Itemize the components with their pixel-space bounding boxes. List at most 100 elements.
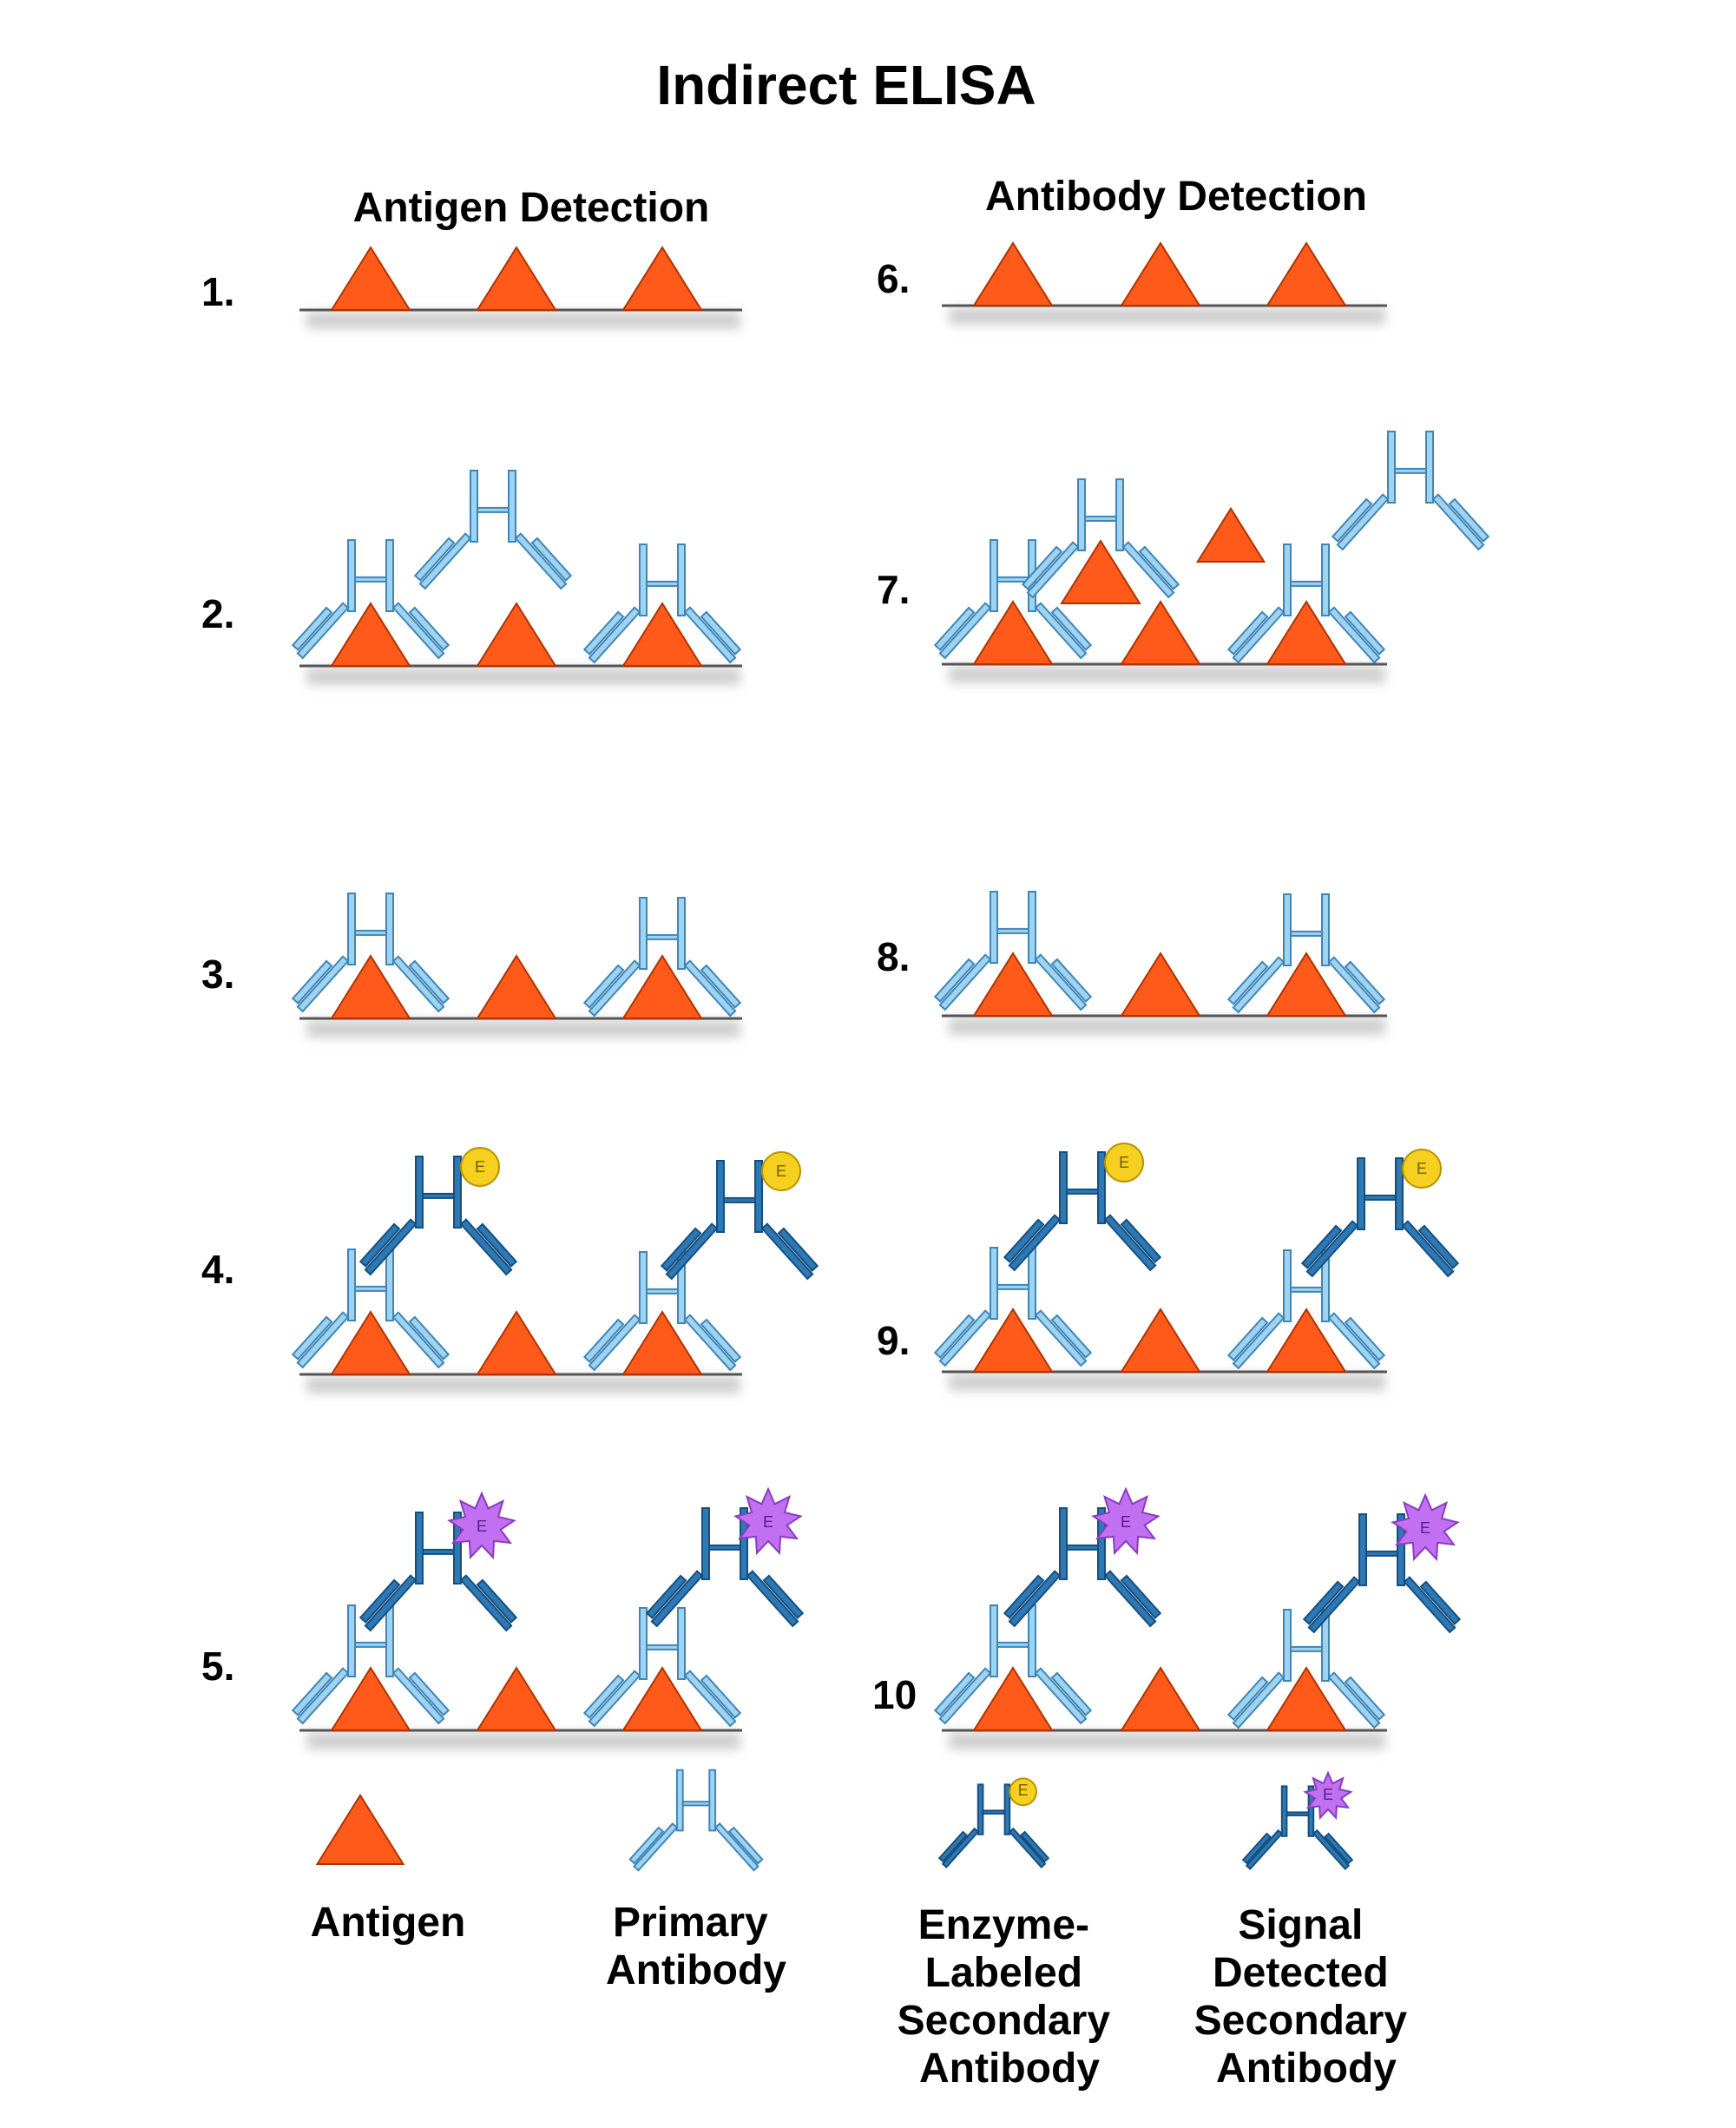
antigen-step-3-3: [621, 954, 703, 1019]
plate-step-9: [942, 1370, 1387, 1391]
plate-step-1: [299, 308, 742, 329]
enzyme-letter: E: [1323, 1786, 1333, 1803]
secondary-antibody-step-5-2: E: [645, 1486, 805, 1628]
legend-icon-antigen: [315, 1793, 405, 1865]
step-label-4: 4.: [201, 1247, 234, 1292]
primary-antibody-step-2-free: [413, 470, 573, 590]
enzyme-label-icon: E: [1009, 1777, 1037, 1807]
antigen-step-7-1: [972, 600, 1054, 665]
primary-antibody-step-8-2: [1226, 893, 1386, 1014]
antigen-step-2-1: [330, 602, 411, 667]
secondary-antibody-step-9-2: E: [1300, 1149, 1460, 1278]
enzyme-label-icon: E: [1104, 1143, 1144, 1183]
antigen-step-5-1: [330, 1666, 411, 1731]
primary-antibody-step-2-bound-1: [291, 539, 450, 660]
signal-burst-icon: E: [1391, 1492, 1460, 1562]
secondary-antibody-step-4-1: E: [358, 1147, 518, 1276]
secondary-antibody-step-9-1: E: [1003, 1143, 1162, 1272]
plate-step-5: [299, 1729, 742, 1749]
antigen-step-8-1: [972, 952, 1054, 1017]
enzyme-letter: E: [763, 1513, 773, 1531]
step-label-8: 8.: [877, 934, 910, 979]
primary-antibody-step-7-free-complex: [1021, 478, 1180, 599]
antigen-step-7-2: [1120, 600, 1201, 665]
primary-antibody-step-10-1: [933, 1604, 1093, 1725]
enzyme-letter: E: [475, 1158, 485, 1176]
column-heading-antibody-detection: Antibody Detection: [985, 174, 1367, 220]
diagram-shapes: E E E E E E E E E E: [291, 241, 1490, 1872]
legend-icon-primary-antibody: [628, 1769, 764, 1872]
antigen-step-4-2: [476, 1310, 557, 1375]
enzyme-letter: E: [1417, 1160, 1427, 1177]
plate-step-10: [942, 1729, 1387, 1749]
enzyme-letter: E: [1018, 1782, 1029, 1799]
enzyme-letter: E: [776, 1163, 786, 1180]
antigen-step-9-1: [972, 1308, 1054, 1373]
antigen-step-4-1: [330, 1310, 411, 1375]
step-label-2: 2.: [201, 591, 234, 636]
antigen-step-7-free-bound: [1060, 539, 1141, 604]
signal-burst-icon: E: [447, 1491, 516, 1560]
antigen-step-1-2: [476, 246, 557, 311]
primary-antibody-step-4-1: [291, 1248, 450, 1369]
signal-burst-icon: E: [733, 1486, 803, 1556]
antigen-step-8-2: [1120, 952, 1201, 1017]
plate-step-8: [942, 1014, 1387, 1035]
antigen-step-8-3: [1266, 952, 1347, 1017]
antigen-step-5-2: [476, 1666, 557, 1731]
page-title: Indirect ELISA: [656, 54, 1036, 116]
primary-antibody-step-5-2: [582, 1607, 742, 1728]
antigen-step-7-3: [1266, 600, 1347, 665]
antigen-step-5-3: [621, 1666, 703, 1731]
primary-antibody-step-7-free: [1331, 431, 1490, 551]
primary-antibody-step-4-2: [582, 1251, 742, 1372]
step-label-3: 3.: [201, 952, 234, 997]
primary-antibody-step-3-2: [582, 897, 742, 1018]
legend-label-signal-detected-secondary-antibody: Signal Detected Secondary Antibody: [1194, 1902, 1419, 2092]
antigen-step-1-3: [621, 246, 703, 311]
legend-label-primary-antibody: Primary Antibody: [606, 1900, 786, 1993]
antigen-step-4-3: [621, 1310, 703, 1375]
primary-antibody-step-10-2: [1226, 1609, 1386, 1729]
antigen-step-9-3: [1266, 1308, 1347, 1373]
secondary-antibody-step-10-1: E: [1003, 1486, 1162, 1628]
antigen-step-6-3: [1266, 241, 1347, 306]
plate-step-4: [299, 1373, 742, 1393]
antigen-step-6-2: [1120, 241, 1201, 306]
antigen-step-3-1: [330, 954, 411, 1019]
secondary-antibody-step-4-2: E: [660, 1151, 819, 1281]
legend-label-antigen: Antigen: [311, 1900, 466, 1946]
antigen-step-10-2: [1120, 1666, 1201, 1731]
antigen-step-6-1: [972, 241, 1054, 306]
step-label-5: 5.: [201, 1644, 234, 1689]
antigen-step-2-3: [621, 602, 703, 667]
antigen-step-3-2: [476, 954, 557, 1019]
legend-icon-signal-detected-secondary-antibody: E: [1241, 1770, 1354, 1870]
plate-step-3: [299, 1017, 742, 1038]
step-label-10: 10: [872, 1672, 917, 1717]
enzyme-letter: E: [477, 1518, 487, 1535]
step-label-9: 9.: [877, 1318, 910, 1363]
primary-antibody-step-3-1: [291, 893, 450, 1013]
signal-burst-icon: E: [1091, 1486, 1161, 1556]
enzyme-letter: E: [1119, 1154, 1129, 1171]
signal-burst-icon: E: [1303, 1770, 1353, 1820]
enzyme-letter: E: [1121, 1513, 1131, 1531]
column-heading-antigen-detection: Antigen Detection: [353, 185, 710, 231]
step-label-7: 7.: [877, 567, 910, 612]
legend-label-enzyme-labeled-secondary-antibody: Enzyme- Labeled Secondary Antibody: [898, 1902, 1122, 2092]
enzyme-letter: E: [1420, 1519, 1430, 1537]
secondary-antibody-step-10-2: E: [1302, 1492, 1462, 1634]
enzyme-label-icon: E: [761, 1151, 801, 1191]
primary-antibody-step-9-2: [1226, 1249, 1386, 1370]
step-label-1: 1.: [201, 269, 234, 314]
primary-antibody-step-8-1: [933, 891, 1093, 1011]
antigen-step-7-free: [1195, 506, 1266, 563]
primary-antibody-step-2-bound-2: [582, 544, 742, 664]
primary-antibody-step-7-bound-2: [1226, 544, 1386, 664]
plate-step-6: [942, 304, 1387, 325]
enzyme-label-icon: E: [460, 1147, 500, 1187]
enzyme-label-icon: E: [1402, 1149, 1442, 1189]
legend-icon-enzyme-labeled-secondary-antibody: E: [937, 1777, 1050, 1868]
